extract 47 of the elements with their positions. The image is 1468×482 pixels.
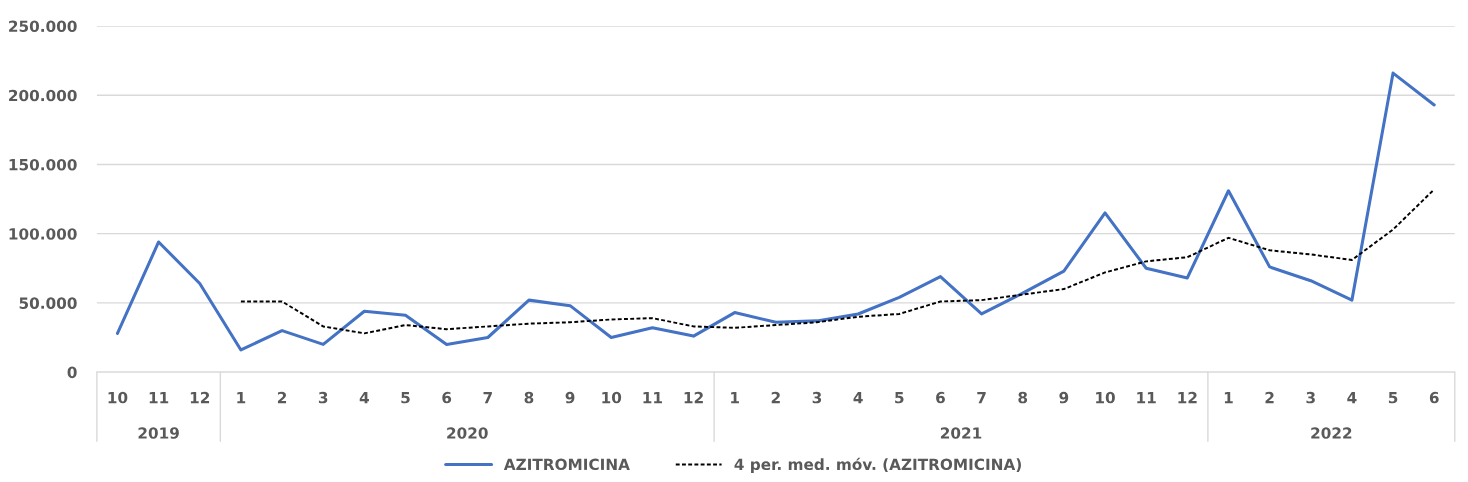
x-tick-label: 12 — [1178, 391, 1197, 404]
x-tick-label: 5 — [1388, 392, 1398, 404]
x-tick-label: 6 — [442, 391, 452, 404]
x-tick-label: 12 — [190, 391, 210, 404]
y-tick-label: 150.000 — [9, 158, 77, 171]
x-tick-label: 8 — [1018, 391, 1028, 404]
x-tick-label: 3 — [1306, 391, 1315, 404]
x-tick-label: 11 — [643, 392, 662, 404]
x-tick-label: 6 — [936, 391, 945, 404]
x-tick-label: 5 — [895, 392, 904, 404]
x-tick-label: 2 — [277, 391, 287, 404]
x-tick-label: 7 — [977, 392, 986, 404]
legend-label: AZITROMICINA — [503, 458, 630, 471]
x-tick-label: 10 — [108, 391, 128, 404]
x-tick-label: 3 — [812, 391, 822, 404]
x-tick-label: 1 — [1224, 392, 1233, 404]
y-tick-label: 250.000 — [9, 20, 77, 33]
x-tick-label: 4 — [853, 392, 863, 404]
y-tick-label: 100.000 — [9, 228, 77, 240]
text: 2022 — [1311, 427, 1352, 439]
x-tick-label: 1 — [731, 392, 739, 404]
x-tick-label: 10 — [602, 391, 622, 404]
text: 2020 — [447, 427, 488, 439]
x-tick-label: 7 — [483, 392, 492, 404]
line-series — [239, 188, 1436, 335]
x-tick-label: 8 — [524, 391, 534, 404]
x-tick-label: 4 — [359, 392, 369, 404]
x-tick-label: 11 — [149, 392, 169, 404]
x-tick-label: 5 — [401, 392, 410, 404]
x-tick-label: 1 — [237, 392, 246, 404]
line-series — [115, 71, 1436, 352]
y-tick-label: 200.000 — [9, 89, 77, 102]
x-tick-label: 10 — [1096, 391, 1115, 404]
x-tick-label: 4 — [1347, 392, 1357, 404]
text: 2021 — [940, 427, 982, 439]
y-tick-label: 50.000 — [19, 297, 77, 309]
x-tick-label: 3 — [318, 391, 328, 404]
x-tick-label: 2 — [771, 391, 780, 404]
legend-label: 4 per. med. móv. (AZITROMICINA) — [734, 457, 1021, 474]
x-tick-label: 2 — [1265, 391, 1274, 404]
x-tick-label: 12 — [684, 391, 703, 404]
x-tick-label: 9 — [1059, 391, 1069, 404]
x-tick-label: 11 — [1137, 392, 1156, 404]
y-tick-label: 0 — [67, 366, 77, 379]
x-tick-label: 9 — [565, 391, 575, 404]
text: 2019 — [138, 427, 179, 439]
x-tick-label: 6 — [1429, 391, 1439, 404]
